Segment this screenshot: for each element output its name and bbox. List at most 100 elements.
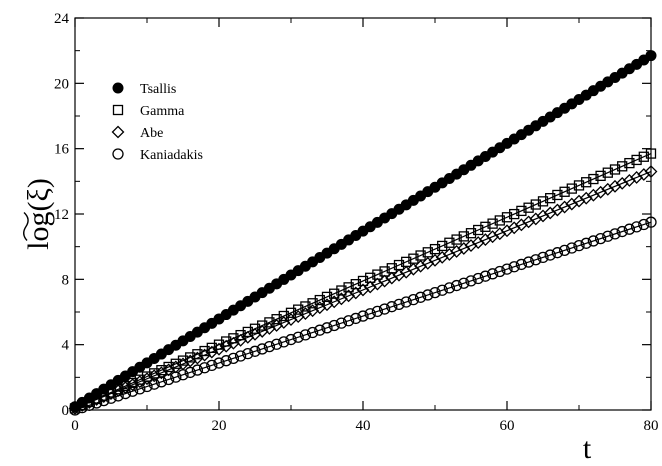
- y-tick-label: 0: [62, 403, 70, 419]
- data-point-kaniadakis: [486, 268, 499, 280]
- data-point-kaniadakis: [602, 230, 614, 242]
- data-point-kaniadakis: [458, 277, 470, 289]
- series-gamma: [69, 148, 657, 414]
- data-point-kaniadakis: [522, 256, 535, 268]
- data-point-kaniadakis: [436, 284, 448, 296]
- data-point-gamma: [437, 240, 448, 252]
- data-point-kaniadakis: [638, 218, 650, 231]
- data-point-gamma: [617, 161, 628, 172]
- data-point-kaniadakis: [630, 221, 643, 233]
- data-point-kaniadakis: [191, 364, 204, 376]
- data-point-gamma: [285, 307, 297, 318]
- data-point-kaniadakis: [90, 397, 103, 409]
- data-point-kaniadakis: [422, 289, 434, 301]
- chart-marks: [68, 50, 658, 416]
- data-point-gamma: [170, 358, 181, 369]
- y-tick-label: 20: [54, 76, 69, 92]
- data-point-kaniadakis: [544, 249, 556, 261]
- series-kaniadakis: [69, 216, 657, 416]
- data-point-gamma: [343, 282, 354, 293]
- data-point-gamma: [595, 170, 606, 182]
- data-point-gamma: [307, 298, 318, 309]
- data-point-gamma: [494, 215, 505, 226]
- y-tick-label: 8: [62, 272, 70, 288]
- data-point-gamma: [523, 202, 534, 213]
- data-point-kaniadakis: [350, 312, 362, 325]
- legend-marker-gamma: [112, 104, 124, 116]
- x-tick-label: 20: [212, 418, 227, 434]
- data-point-gamma: [350, 279, 361, 290]
- data-point-gamma: [321, 291, 333, 303]
- data-point-gamma: [631, 154, 642, 166]
- x-tick-label: 0: [71, 418, 79, 434]
- data-point-kaniadakis: [357, 310, 369, 322]
- data-point-kaniadakis: [515, 258, 528, 271]
- data-point-kaniadakis: [220, 355, 232, 367]
- data-point-gamma: [163, 361, 174, 373]
- data-point-kaniadakis: [530, 254, 542, 266]
- data-point-kaniadakis: [587, 235, 600, 247]
- data-point-gamma: [429, 243, 441, 255]
- data-point-kaniadakis: [321, 322, 333, 334]
- data-point-gamma: [537, 196, 549, 207]
- data-point-kaniadakis: [494, 265, 506, 278]
- data-point-kaniadakis: [594, 232, 607, 245]
- data-point-kaniadakis: [580, 237, 592, 249]
- data-point-kaniadakis: [342, 315, 355, 327]
- data-point-gamma: [566, 183, 577, 194]
- data-point-kaniadakis: [335, 317, 348, 329]
- data-point-kaniadakis: [393, 298, 405, 310]
- data-point-gamma: [609, 164, 621, 175]
- x-tick-label: 40: [356, 418, 371, 434]
- data-point-kaniadakis: [148, 378, 160, 390]
- data-point-kaniadakis: [126, 385, 139, 397]
- legend-marker-abe: [111, 125, 125, 139]
- data-point-kaniadakis: [537, 251, 549, 264]
- data-point-kaniadakis: [450, 279, 463, 292]
- data-point-kaniadakis: [98, 394, 110, 407]
- data-point-kaniadakis: [443, 282, 456, 294]
- chart-legend: Tsallis Gamma Abe Kaniadakis: [111, 82, 203, 163]
- data-point-gamma: [314, 294, 325, 306]
- data-point-gamma: [638, 151, 649, 162]
- data-point-gamma: [458, 231, 469, 242]
- data-point-gamma: [480, 221, 491, 232]
- data-point-kaniadakis: [234, 350, 247, 362]
- data-point-kaniadakis: [141, 380, 153, 393]
- data-point-kaniadakis: [328, 319, 340, 332]
- data-point-kaniadakis: [429, 286, 441, 299]
- data-point-kaniadakis: [278, 336, 290, 348]
- data-point-kaniadakis: [170, 371, 182, 383]
- data-point-gamma: [487, 218, 498, 229]
- data-point-kaniadakis: [184, 366, 196, 379]
- data-point-gamma: [581, 177, 592, 188]
- data-point-kaniadakis: [213, 357, 225, 369]
- legend-label-gamma: Gamma: [140, 104, 185, 119]
- data-point-kaniadakis: [508, 261, 520, 273]
- data-point-gamma: [501, 212, 513, 223]
- y-tick-label: 16: [54, 142, 70, 158]
- data-point-kaniadakis: [206, 359, 218, 372]
- data-point-gamma: [516, 205, 527, 217]
- data-point-gamma: [473, 224, 484, 236]
- data-point-gamma: [602, 167, 613, 178]
- y-axis-label-text: log(ξ): [22, 178, 55, 250]
- data-point-kaniadakis: [292, 331, 304, 343]
- data-point-gamma: [185, 352, 196, 363]
- data-point-kaniadakis: [573, 239, 585, 252]
- data-point-kaniadakis: [177, 369, 189, 381]
- data-point-kaniadakis: [263, 340, 276, 353]
- data-point-kaniadakis: [198, 362, 211, 374]
- data-point-kaniadakis: [306, 326, 319, 339]
- data-point-kaniadakis: [371, 305, 384, 318]
- data-point-kaniadakis: [242, 347, 254, 360]
- data-point-gamma: [156, 364, 167, 376]
- legend-marker-kaniadakis: [112, 148, 124, 160]
- y-tick-label: 4: [62, 338, 70, 354]
- data-point-kaniadakis: [314, 324, 326, 336]
- data-point-kaniadakis: [479, 270, 492, 282]
- data-point-kaniadakis: [400, 296, 412, 308]
- data-point-gamma: [177, 355, 189, 366]
- data-point-kaniadakis: [386, 301, 398, 313]
